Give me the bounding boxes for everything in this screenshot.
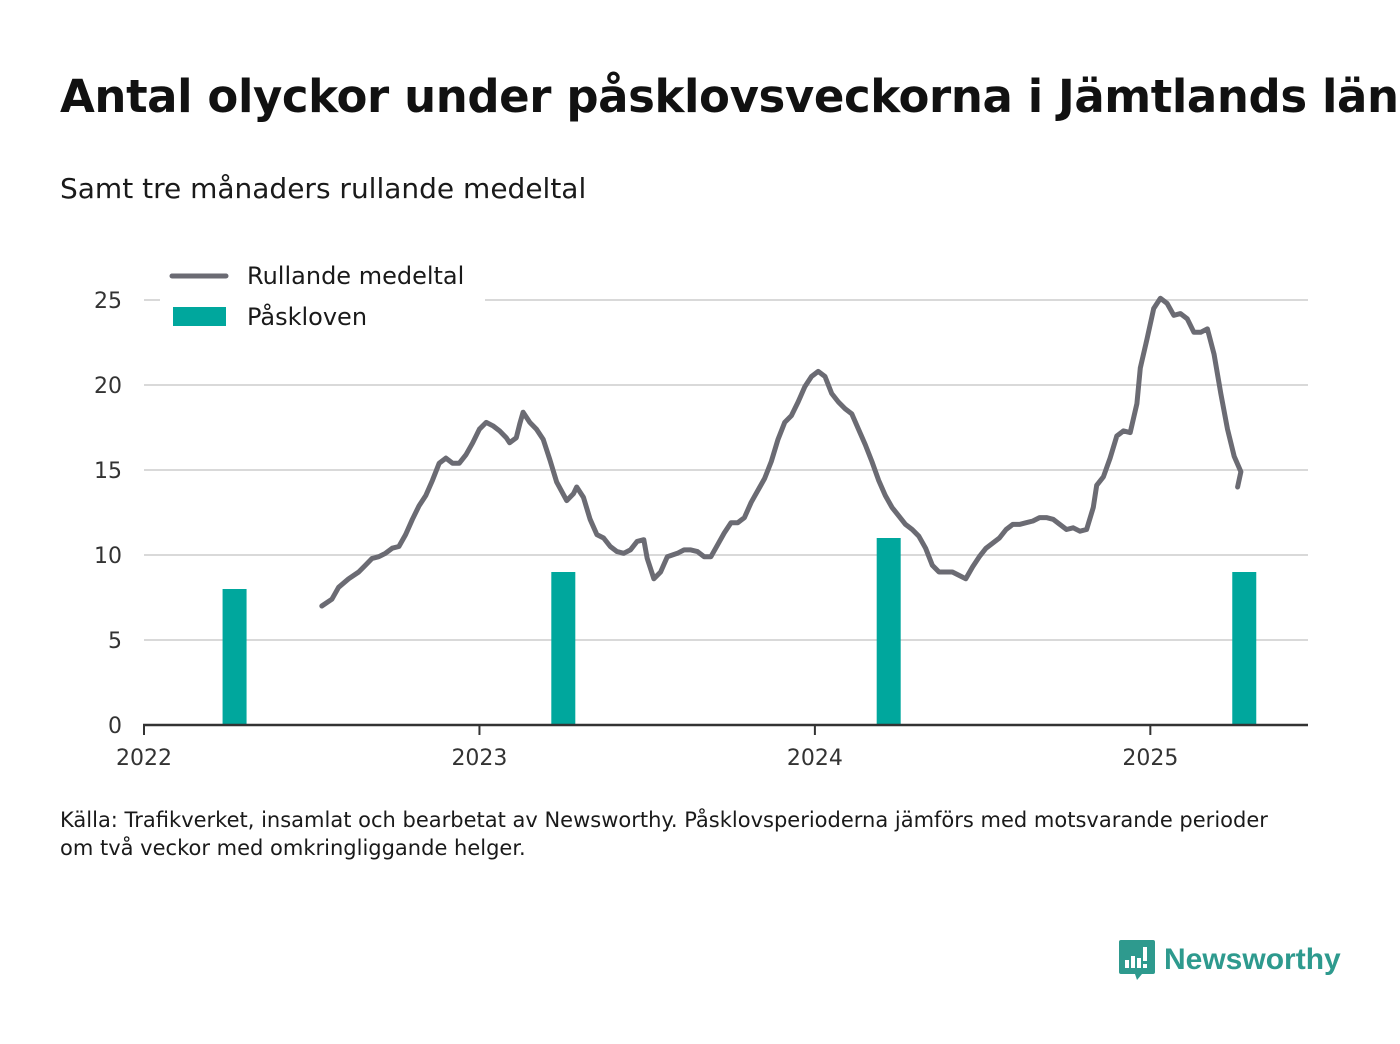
line-rullande-medeltal [319,295,1244,609]
source-line: om två veckor med omkringliggande helger… [60,836,526,860]
bar-paskloven [222,589,247,725]
legend-label-bar: Påskloven [247,302,367,331]
y-tick-label: 0 [108,714,122,739]
line-path [319,295,1244,609]
chart-title: Antal olyckor under påsklovsveckorna i J… [60,70,1399,123]
bar-paskloven [876,538,901,725]
newsworthy-logo: Newsworthy [1118,938,1341,982]
legend: Rullande medeltal Påskloven [160,257,485,337]
y-tick-label: 25 [94,289,122,314]
gridlines [144,299,1308,641]
legend-label-line: Rullande medeltal [247,262,464,290]
newsworthy-chart-bubble-icon [1119,940,1155,980]
bars-paskloven [222,538,1257,725]
x-tick-label: 2023 [451,746,507,771]
source-note: Källa: Trafikverket, insamlat och bearbe… [60,806,1300,862]
y-tick-label: 15 [94,459,122,484]
bar-paskloven [551,572,576,725]
bar-paskloven [1232,572,1257,725]
x-axis: 2022 2023 2024 2025 [116,723,1308,771]
logo-text: Newsworthy [1164,943,1341,976]
legend-bar-swatch [173,307,226,326]
chart-subtitle: Samt tre månaders rullande medeltal [60,172,587,205]
y-tick-label: 10 [94,544,122,569]
y-tick-label: 20 [94,374,122,399]
y-tick-label: 5 [108,629,122,654]
x-tick-label: 2022 [116,746,172,771]
source-line: Källa: Trafikverket, insamlat och bearbe… [60,808,1268,832]
x-tick-label: 2024 [787,746,843,771]
y-axis-ticks: 0 5 10 15 20 25 [94,289,122,739]
x-tick-label: 2025 [1122,746,1178,771]
